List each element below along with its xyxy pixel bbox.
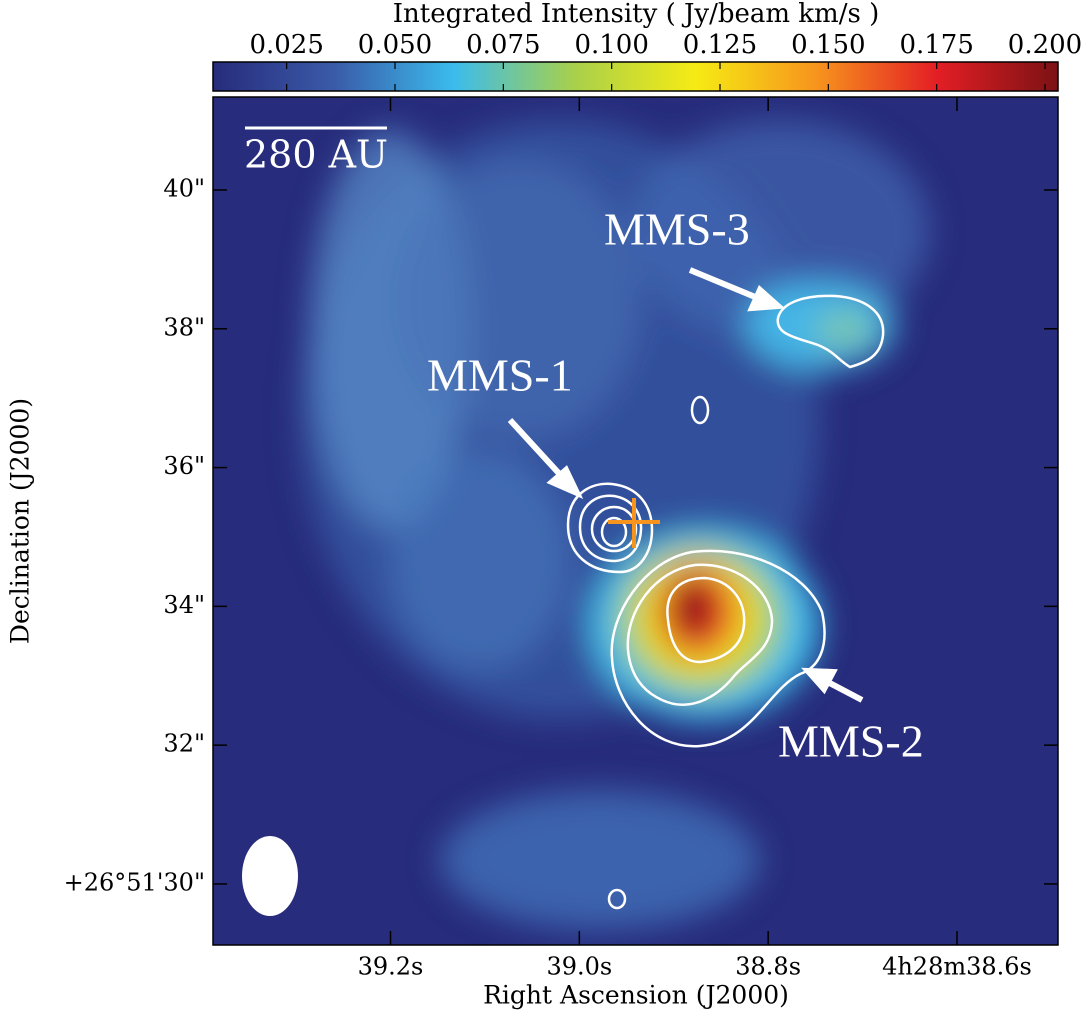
colorbar-tick-label: 0.050	[358, 30, 432, 60]
plot-frame	[212, 96, 1059, 946]
colorbar-tick-label: 0.125	[683, 30, 757, 60]
arrows	[507, 267, 864, 703]
x-tick-label: 4h28m38.6s	[882, 953, 1032, 981]
y-tick-label: 34"	[163, 591, 205, 619]
emission	[300, 120, 930, 930]
x-tick-label: 39.0s	[546, 953, 612, 981]
y-tick-label: 32"	[163, 730, 205, 758]
y-tick-label: 40"	[163, 174, 205, 202]
colorbar-tick-label: 0.075	[466, 30, 540, 60]
colorbar-tick-label: 0.175	[899, 30, 973, 60]
y-tick-label: 36"	[163, 452, 205, 480]
contours	[566, 294, 885, 910]
annotation: MMS-3	[604, 204, 750, 255]
annotation: MMS-2	[778, 716, 924, 767]
cross-marker	[608, 498, 660, 548]
colorbar-tick-label: 0.100	[574, 30, 648, 60]
colorbar-tick-label: 0.150	[791, 30, 865, 60]
colorbar-tick-label: 0.025	[249, 30, 323, 60]
y-axis-label: Declination (J2000)	[6, 398, 35, 644]
emission-map	[213, 97, 1058, 945]
annotation: MMS-1	[427, 350, 573, 401]
y-tick-label: 38"	[163, 313, 205, 341]
x-axis-label: Right Ascension (J2000)	[483, 981, 789, 1010]
colorbar-title: Integrated Intensity ( Jy/beam km/s )	[393, 0, 879, 29]
beam	[242, 836, 298, 916]
colorbar-tick-label: 0.200	[1008, 30, 1082, 60]
colorbar	[212, 61, 1059, 92]
y-tick-label: +26°51'30"	[64, 868, 205, 896]
x-tick-label: 39.2s	[358, 953, 424, 981]
x-tick-label: 38.8s	[735, 953, 801, 981]
scale-bar-label: 280 AU	[244, 133, 388, 177]
